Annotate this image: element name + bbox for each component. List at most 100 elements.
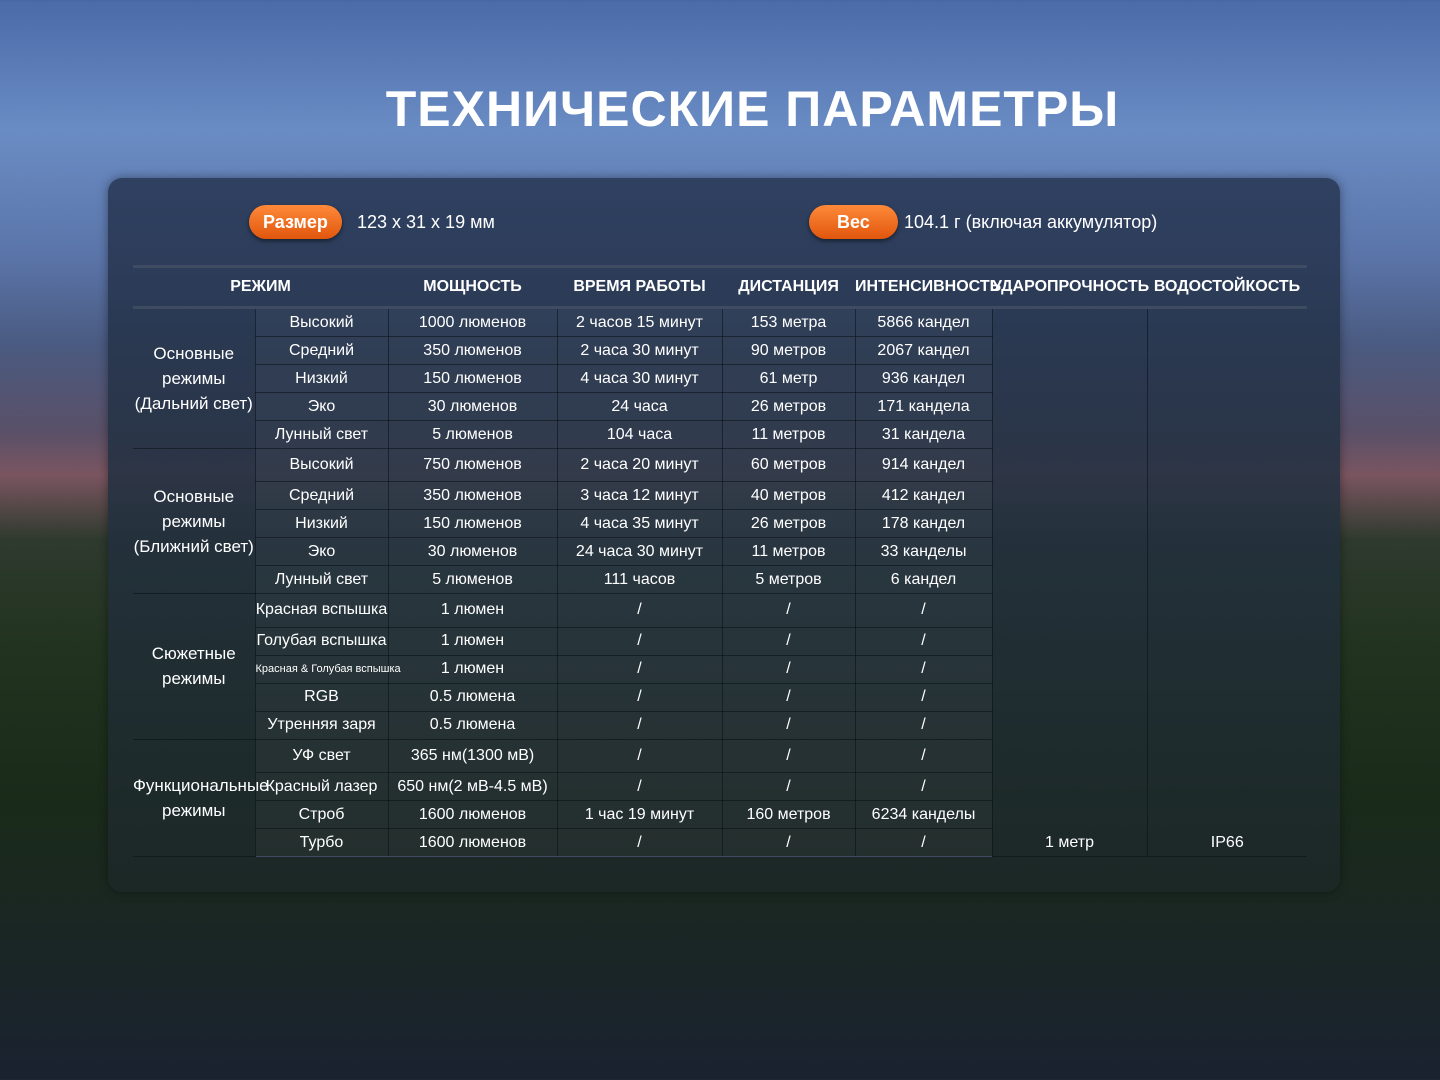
cell: 26 метров	[721, 392, 856, 421]
table-row: Утренняя заря 0.5 люмена / / /	[133, 710, 1307, 740]
cell: 936 кандел	[854, 364, 993, 393]
cell: 914 кандел	[854, 447, 993, 483]
cell: 412 кандел	[854, 481, 993, 511]
cell: 90 метров	[721, 336, 856, 365]
cell: 3 часа 12 минут	[556, 481, 723, 511]
cell: 40 метров	[721, 481, 856, 511]
cell: /	[854, 772, 993, 801]
cell: 2067 кандел	[854, 336, 993, 365]
cell: 150 люменов	[387, 364, 558, 393]
title: ТЕХНИЧЕСКИЕ ПАРАМЕТРЫ	[385, 81, 1120, 137]
table-row: RGB 0.5 люмена / / /	[133, 682, 1307, 712]
weight-value: 104.1 г (включая аккумулятор)	[904, 212, 1158, 232]
impact-value: 1 метр	[991, 307, 1148, 857]
group-name: Основные режимы (Ближний свет)	[133, 447, 256, 595]
column-header: ИНТЕНСИВНОСТЬ	[855, 265, 1001, 309]
cell: /	[854, 626, 993, 656]
cell: Низкий	[254, 509, 389, 539]
cell: Голубая вспышка	[254, 626, 389, 656]
cell: Эко	[254, 537, 389, 567]
cell: RGB	[254, 682, 389, 712]
table-row: Красный лазер 650 нм(2 мВ-4.5 мВ) / / /	[133, 772, 1307, 801]
cell: Высокий	[254, 307, 389, 337]
cell: 33 канделы	[854, 537, 993, 567]
group-name: Основные режимы (Дальний свет)	[133, 307, 256, 449]
table-row: Красная & Голубая вспышка 1 люмен / / /	[133, 654, 1307, 684]
table-row: Эко 30 люменов 24 часа 26 метров 171 кандела	[133, 392, 1307, 421]
cell: /	[854, 682, 993, 712]
column-header: РЕЖИМ	[133, 265, 389, 309]
cell: 5866 кандел	[854, 307, 993, 337]
cell: Средний	[254, 481, 389, 511]
cell: Строб	[254, 800, 389, 829]
cell: Эко	[254, 392, 389, 421]
weight-label: Вес	[809, 205, 898, 239]
cell: Красный лазер	[254, 772, 389, 801]
table-row: Средний 350 люменов 2 часа 30 минут 90 метр…	[133, 336, 1307, 365]
cell: /	[721, 682, 856, 712]
cell: 31 кандела	[854, 420, 993, 449]
cell: 650 нм(2 мВ-4.5 мВ)	[387, 772, 558, 801]
table-row: Функциональные режимы УФ свет 365 нм(1300 …	[133, 738, 1307, 858]
cell: Лунный свет	[254, 420, 389, 449]
cell: Средний	[254, 336, 389, 365]
cell: 104 часа	[556, 420, 723, 449]
table-row: Средний 350 люменов 3 часа 12 минут 40 метр…	[133, 481, 1307, 511]
cell: /	[556, 654, 723, 684]
table-row: Низкий 150 люменов 4 часа 30 минут 61 метр 9…	[133, 364, 1307, 393]
cell: 1600 люменов	[387, 800, 558, 829]
cell: 2 часов 15 минут	[556, 307, 723, 337]
cell: 6 кандел	[854, 565, 993, 595]
cell: 60 метров	[721, 447, 856, 483]
cell: 11 метров	[721, 420, 856, 449]
cell: Утренняя заря	[254, 710, 389, 740]
cell: /	[556, 682, 723, 712]
cell: /	[556, 772, 723, 801]
table-row: Основные режимы (Ближний свет) Высокий 750…	[133, 447, 1307, 595]
cell: /	[556, 738, 723, 774]
table-body: Основные режимы (Дальний свет) Высокий 100…	[133, 307, 1308, 858]
cell: 6234 канделы	[854, 800, 993, 829]
table-row: Лунный свет 5 люменов 111 часов 5 метров 6 к…	[133, 565, 1307, 595]
cell: 5 люменов	[387, 565, 558, 595]
cell: 4 часа 35 минут	[556, 509, 723, 539]
cell: Лунный свет	[254, 565, 389, 595]
cell: 1600 люменов	[387, 828, 558, 857]
cell: 178 кандел	[854, 509, 993, 539]
cell: /	[721, 654, 856, 684]
cell: /	[721, 738, 856, 774]
cell: 2 часа 20 минут	[556, 447, 723, 483]
cell: 1 люмен	[387, 626, 558, 656]
cell: /	[556, 710, 723, 740]
cell: /	[854, 738, 993, 774]
cell: /	[556, 593, 723, 628]
cell: /	[721, 772, 856, 801]
cell: /	[721, 710, 856, 740]
cell: 11 метров	[721, 537, 856, 567]
column-header: МОЩНОСТЬ	[388, 265, 558, 309]
cell: 26 метров	[721, 509, 856, 539]
cell: /	[854, 828, 993, 857]
cell: 160 метров	[721, 800, 856, 829]
cell: Высокий	[254, 447, 389, 483]
cell: 171 кандела	[854, 392, 993, 421]
cell: /	[721, 828, 856, 857]
water-value: IP66	[1146, 307, 1308, 857]
cell: /	[854, 593, 993, 628]
cell: 24 часа	[556, 392, 723, 421]
group-name: Функциональные режимы	[133, 738, 269, 858]
cell: 1 люмен	[387, 654, 558, 684]
cell: 153 метра	[721, 307, 856, 337]
cell: /	[721, 626, 856, 656]
cell: /	[721, 593, 856, 628]
column-header: ДИСТАНЦИЯ	[722, 265, 856, 309]
cell: 350 люменов	[387, 481, 558, 511]
cell: 1000 люменов	[387, 307, 558, 337]
table-row: Эко 30 люменов 24 часа 30 минут 11 метров 33…	[133, 537, 1307, 567]
cell: 750 люменов	[387, 447, 558, 483]
column-header: ВОДОСТОЙКОСТЬ	[1147, 265, 1308, 309]
size-label: Размер	[249, 205, 342, 239]
cell: 24 часа 30 минут	[556, 537, 723, 567]
table-row: Турбо 1600 люменов / / /	[133, 828, 1307, 857]
